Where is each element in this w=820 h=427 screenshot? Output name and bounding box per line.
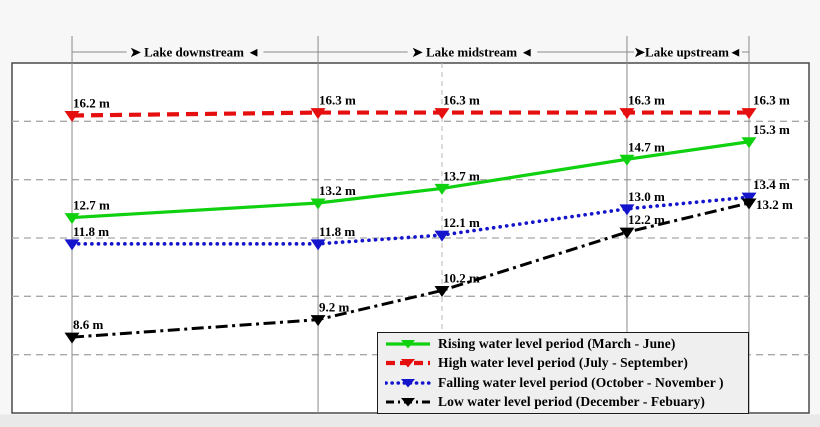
legend-line-sample-low (385, 394, 431, 410)
data-point-label: 12.7 m (73, 198, 110, 213)
data-point-label: 13.0 m (628, 189, 665, 204)
data-point-marker-falling (741, 192, 757, 204)
legend-item-rising: Rising water level period (March - June) (378, 334, 748, 353)
section-label: ➤ Lake midstream ◄ (412, 45, 533, 60)
data-point-label: 12.1 m (443, 215, 480, 230)
legend: Rising water level period (March - June)… (377, 332, 749, 414)
legend-sample-glyph-rising (386, 339, 430, 349)
data-point-label: 16.3 m (753, 93, 790, 108)
data-point-marker-high (741, 108, 757, 120)
data-point-marker-low (434, 286, 450, 297)
section-label-background (407, 44, 538, 60)
section-label-background (633, 44, 742, 60)
data-point-label: 9.2 m (319, 300, 350, 315)
section-label: ➤Lake upstream◄ (634, 45, 742, 60)
data-point-label: 11.8 m (319, 224, 355, 239)
data-point-marker-rising (619, 154, 635, 166)
legend-sample-marker (401, 359, 415, 368)
data-point-marker-rising (434, 183, 450, 195)
legend-label-rising: Rising water level period (March - June) (438, 335, 676, 351)
data-point-label: 10.2 m (443, 271, 480, 286)
data-point-label: 16.3 m (319, 93, 356, 108)
data-point-label: 14.7 m (628, 139, 665, 154)
section-label: ➤ Lake downstream ◄ (130, 45, 260, 60)
data-point-label: 16.3 m (628, 93, 665, 108)
legend-line-sample-rising (385, 336, 431, 352)
data-point-marker-falling (310, 239, 326, 251)
data-point-marker-low (64, 332, 80, 344)
data-point-marker-rising (64, 213, 80, 225)
data-point-label: 13.2 m (756, 197, 793, 212)
legend-label-falling: Falling water level period (October - No… (438, 374, 724, 390)
legend-line-sample-high (385, 355, 431, 371)
data-point-marker-falling (619, 204, 635, 216)
data-point-marker-high (434, 108, 450, 120)
legend-item-low: Low water level period (December - Febua… (378, 393, 748, 412)
data-point-label: 8.6 m (73, 317, 104, 332)
data-point-label: 13.4 m (753, 177, 790, 192)
data-point-label: 16.2 m (73, 96, 110, 111)
data-point-marker-falling (64, 239, 80, 251)
data-point-marker-high (64, 111, 80, 122)
data-point-label: 12.2 m (628, 212, 665, 227)
legend-line-sample-falling (385, 375, 431, 391)
legend-label-low: Low water level period (December - Febua… (438, 394, 705, 410)
data-point-marker-low (741, 198, 757, 210)
data-point-label: 15.3 m (753, 122, 790, 137)
data-point-marker-falling (434, 230, 450, 242)
data-point-label: 16.3 m (443, 93, 480, 108)
data-point-marker-high (619, 108, 635, 120)
legend-sample-marker (401, 339, 415, 349)
legend-sample-glyph-high (386, 359, 430, 368)
legend-item-falling: Falling water level period (October - No… (378, 373, 748, 392)
data-point-marker-rising (741, 137, 757, 149)
legend-sample-glyph-falling (385, 378, 431, 388)
legend-sample-marker (401, 398, 415, 407)
legend-sample-glyph-low (386, 398, 430, 407)
legend-label-high: High water level period (July - Septembe… (438, 355, 688, 371)
legend-sample-marker (401, 378, 415, 388)
series-line-low (71, 201, 750, 339)
legend-item-high: High water level period (July - Septembe… (378, 354, 748, 373)
data-point-marker-rising (310, 198, 326, 210)
data-point-label: 11.8 m (73, 224, 109, 239)
data-point-marker-high (310, 108, 326, 120)
section-label-background (126, 44, 264, 60)
data-point-label: 13.2 m (319, 183, 356, 198)
data-point-label: 13.7 m (443, 168, 480, 183)
bottom-margin-strip (0, 414, 820, 427)
data-point-marker-low (619, 227, 635, 239)
data-point-marker-low (310, 315, 326, 327)
